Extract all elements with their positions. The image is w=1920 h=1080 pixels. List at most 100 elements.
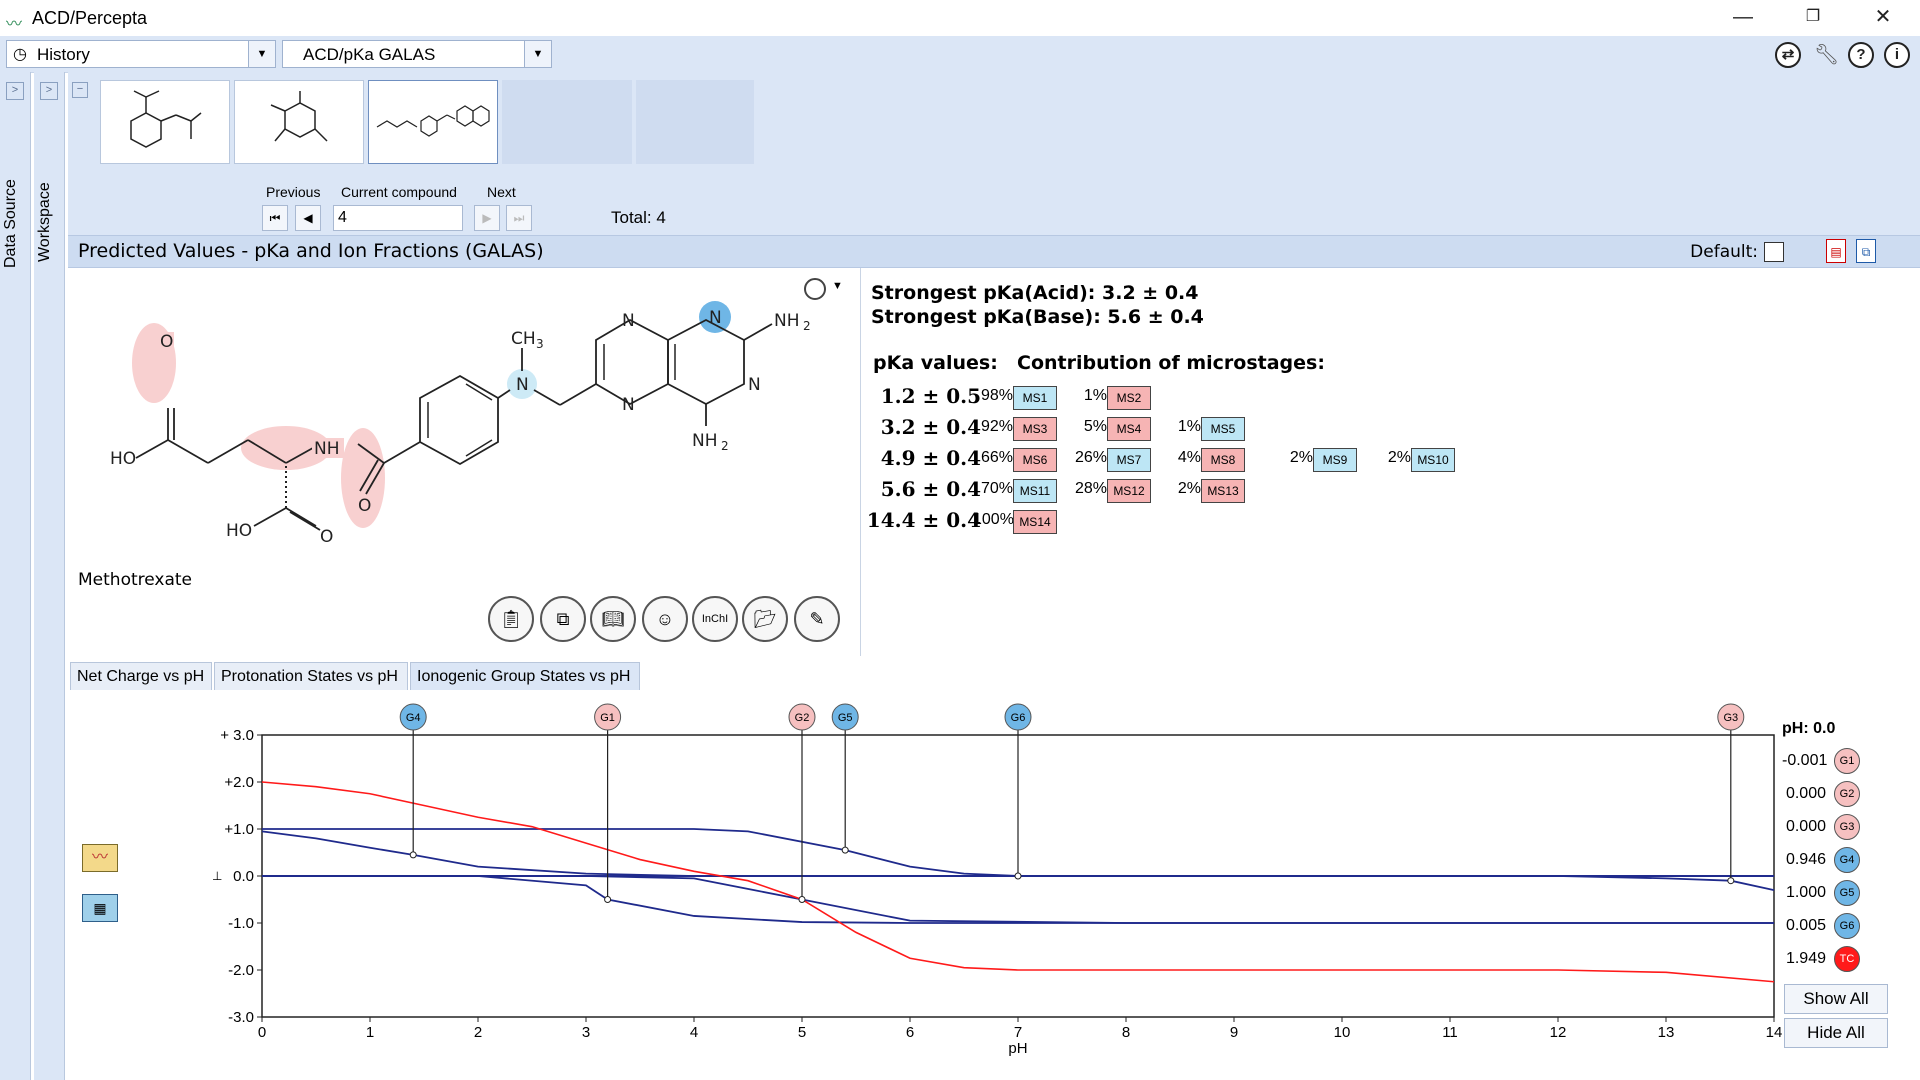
history-dropdown[interactable]: ◷ History ▼ — [6, 40, 276, 68]
workspace-tab[interactable]: > Workspace — [34, 72, 65, 1080]
close-button[interactable]: ✕ — [1874, 6, 1892, 28]
y-axis-symbol-icon: ⊥ — [212, 869, 222, 883]
show-all-button[interactable]: Show All — [1784, 984, 1888, 1014]
chevron-down-icon[interactable]: ▼ — [248, 41, 275, 67]
x-tick-label: 1 — [366, 1024, 374, 1041]
x-tick-label: 3 — [582, 1024, 590, 1041]
data-source-tab[interactable]: > Data Source — [0, 72, 31, 1080]
microstage-ms5[interactable]: MS5 — [1201, 417, 1245, 441]
edit-structure-button[interactable]: ✎ — [794, 596, 840, 642]
compound-browser: − Previous — [68, 72, 1920, 235]
compound-thumbnail[interactable] — [234, 80, 364, 164]
wrench-icon[interactable]: 🔧︎ — [1814, 44, 1840, 66]
next-label: Next — [487, 184, 516, 200]
legend-toggle-tc[interactable]: TC — [1834, 946, 1860, 972]
microstage-ms13[interactable]: MS13 — [1201, 479, 1245, 503]
legend-value: 1.000 — [1785, 884, 1826, 901]
microstage-ms6[interactable]: MS6 — [1013, 448, 1057, 472]
legend-toggle-g1[interactable]: G1 — [1834, 748, 1860, 774]
microstage-ms8[interactable]: MS8 — [1201, 448, 1245, 472]
microstage-ms7[interactable]: MS7 — [1107, 448, 1151, 472]
legend-toggle-g5[interactable]: G5 — [1834, 880, 1860, 906]
y-tick-label: +2.0 — [224, 774, 254, 791]
x-tick-label: 10 — [1334, 1024, 1351, 1041]
module-dropdown[interactable]: ACD/pKa GALAS ▼ — [282, 40, 552, 68]
minimize-button[interactable]: — — [1733, 6, 1753, 28]
legend-toggle-g6[interactable]: G6 — [1834, 913, 1860, 939]
next-record-button[interactable]: ▶ — [474, 205, 500, 231]
current-compound-input[interactable]: 4 — [333, 205, 463, 231]
last-record-button[interactable]: ⏭︎ — [506, 205, 532, 231]
legend-value: 0.000 — [1785, 818, 1826, 835]
window-title: ACD/Percepta — [32, 8, 148, 28]
group-marker-label: G6 — [1011, 712, 1026, 724]
first-record-button[interactable]: ⏮︎ — [262, 205, 288, 231]
x-tick-label: 9 — [1230, 1024, 1238, 1041]
microstage-ms3[interactable]: MS3 — [1013, 417, 1057, 441]
open-file-button[interactable]: 📂︎ — [742, 596, 788, 642]
compound-thumbnail-selected[interactable] — [368, 80, 498, 164]
svg-text:2: 2 — [721, 439, 729, 453]
svg-text:N: N — [622, 395, 635, 415]
group-marker-label: G1 — [600, 712, 615, 724]
legend-toggle-g3[interactable]: G3 — [1834, 814, 1860, 840]
pdf-export-icon[interactable]: ▤ — [1826, 239, 1846, 263]
microstage-ms14[interactable]: MS14 — [1013, 510, 1057, 534]
tab-protonation-states[interactable]: Protonation States vs pH — [214, 662, 408, 690]
restore-button[interactable]: ❐ — [1805, 8, 1821, 25]
table-view-icon[interactable]: ▦ — [82, 894, 118, 922]
microstage-ms12[interactable]: MS12 — [1107, 479, 1151, 503]
legend-toggle-g4[interactable]: G4 — [1834, 847, 1860, 873]
refresh-icon[interactable]: ⇄ — [1775, 42, 1801, 68]
previous-record-button[interactable]: ◀ — [295, 205, 321, 231]
microstage-percent: 2% — [1387, 449, 1411, 466]
x-tick-label: 7 — [1014, 1024, 1022, 1041]
microstage-ms9[interactable]: MS9 — [1313, 448, 1357, 472]
microstage-ms10[interactable]: MS10 — [1411, 448, 1455, 472]
info-icon[interactable]: i — [1884, 42, 1910, 68]
svg-text:N: N — [748, 375, 761, 395]
legend-value: 0.946 — [1785, 851, 1826, 868]
ionogenic-group-chart[interactable]: + 3.0+2.0+1.00.0-1.0-2.0-3.00 1 2 3 4 5 6 7 8 9 10… — [128, 690, 1828, 1080]
smiles-button[interactable]: ☺ — [642, 596, 688, 642]
x-tick-label: 0 — [258, 1024, 266, 1041]
microstage-percent: 1% — [1177, 418, 1201, 435]
tab-ionogenic-group-states[interactable]: Ionogenic Group States vs pH — [410, 662, 640, 690]
legend-toggle-g2[interactable]: G2 — [1834, 781, 1860, 807]
chevron-down-icon[interactable]: ▼ — [524, 41, 551, 67]
help-icon[interactable]: ? — [1848, 42, 1874, 68]
copy-structure-button[interactable]: 📋︎ — [488, 596, 534, 642]
microstage-ms1[interactable]: MS1 — [1013, 386, 1057, 410]
copy-icon[interactable]: ⧉ — [1856, 239, 1876, 263]
x-tick-label: 13 — [1658, 1024, 1675, 1041]
line-chart-view-icon[interactable]: 〰 — [82, 844, 118, 872]
group-marker-label: G2 — [795, 712, 810, 724]
radio-option-icon[interactable] — [804, 278, 826, 300]
expand-icon[interactable]: > — [6, 82, 24, 100]
microstage-percent: 98% — [980, 387, 1013, 404]
empty-thumbnail-slot — [502, 80, 632, 164]
group-marker-point — [409, 851, 417, 859]
open-book-button[interactable]: 📖︎ — [590, 596, 636, 642]
inchi-button[interactable]: InChI — [692, 596, 738, 642]
expand-icon[interactable]: > — [40, 82, 58, 100]
methotrexate-thumbnail-structure — [376, 105, 490, 137]
svg-text:NH: NH — [692, 431, 718, 451]
pka-value: 5.6 ± 0.4 — [880, 477, 981, 501]
legend-value: 0.005 — [1785, 917, 1826, 934]
svg-text:N: N — [516, 375, 529, 395]
hide-all-button[interactable]: Hide All — [1784, 1018, 1888, 1048]
chevron-down-icon[interactable]: ▼ — [832, 280, 843, 292]
group-marker-label: G5 — [838, 712, 853, 724]
compound-thumbnail[interactable] — [100, 80, 230, 164]
microstage-ms2[interactable]: MS2 — [1107, 386, 1151, 410]
collapse-icon[interactable]: − — [72, 82, 88, 98]
group-marker-point — [604, 896, 612, 903]
tab-net-charge[interactable]: Net Charge vs pH — [70, 662, 212, 690]
microstage-ms11[interactable]: MS11 — [1013, 479, 1057, 503]
copy-image-button[interactable]: ⧉ — [540, 596, 586, 642]
previous-label: Previous — [266, 184, 321, 200]
microstage-ms4[interactable]: MS4 — [1107, 417, 1151, 441]
svg-text:NH: NH — [774, 311, 800, 331]
default-checkbox[interactable] — [1764, 242, 1784, 262]
